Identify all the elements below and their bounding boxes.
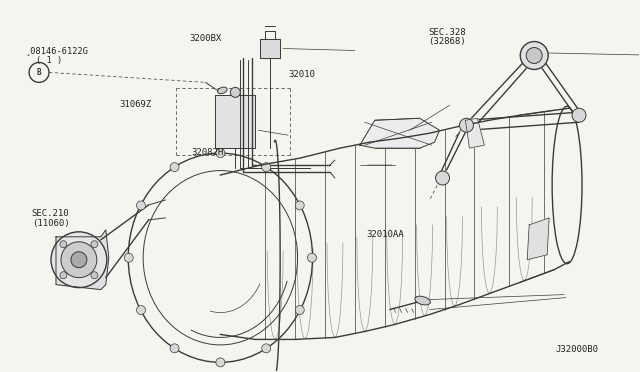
Text: ¸08146-6122G: ¸08146-6122G [26, 46, 88, 55]
Circle shape [230, 87, 240, 97]
Polygon shape [527, 218, 549, 260]
Circle shape [170, 344, 179, 353]
Text: ( 1 ): ( 1 ) [36, 56, 63, 65]
Text: (11060): (11060) [32, 219, 69, 228]
Circle shape [91, 272, 98, 279]
Circle shape [60, 241, 67, 248]
Text: (32868): (32868) [428, 37, 466, 46]
Text: 32010AA: 32010AA [366, 230, 404, 240]
Circle shape [136, 305, 145, 314]
Circle shape [216, 149, 225, 158]
Circle shape [170, 163, 179, 171]
Circle shape [572, 108, 586, 122]
Circle shape [216, 358, 225, 367]
Text: 32082H: 32082H [191, 148, 223, 157]
Polygon shape [56, 230, 109, 290]
Polygon shape [360, 118, 440, 148]
Circle shape [526, 48, 542, 64]
Circle shape [60, 272, 67, 279]
Text: SEC.328: SEC.328 [428, 28, 466, 37]
Circle shape [436, 171, 449, 185]
Text: J32000B0: J32000B0 [556, 344, 599, 353]
Circle shape [308, 253, 317, 262]
Circle shape [262, 163, 271, 171]
Ellipse shape [218, 87, 227, 94]
Polygon shape [465, 118, 484, 148]
Circle shape [136, 201, 145, 210]
Text: B: B [36, 68, 42, 77]
Circle shape [61, 242, 97, 278]
Circle shape [295, 305, 304, 314]
Circle shape [460, 118, 474, 132]
Circle shape [51, 232, 107, 288]
Circle shape [71, 252, 87, 268]
Polygon shape [260, 39, 280, 58]
Circle shape [520, 42, 548, 70]
Text: 3200BX: 3200BX [189, 34, 221, 44]
Text: 32010: 32010 [288, 70, 315, 79]
Circle shape [91, 241, 98, 248]
Circle shape [295, 201, 304, 210]
Ellipse shape [415, 296, 430, 305]
Text: 31069Z: 31069Z [119, 100, 152, 109]
Text: SEC.210: SEC.210 [32, 209, 69, 218]
Polygon shape [216, 95, 255, 148]
Circle shape [124, 253, 133, 262]
Circle shape [262, 344, 271, 353]
